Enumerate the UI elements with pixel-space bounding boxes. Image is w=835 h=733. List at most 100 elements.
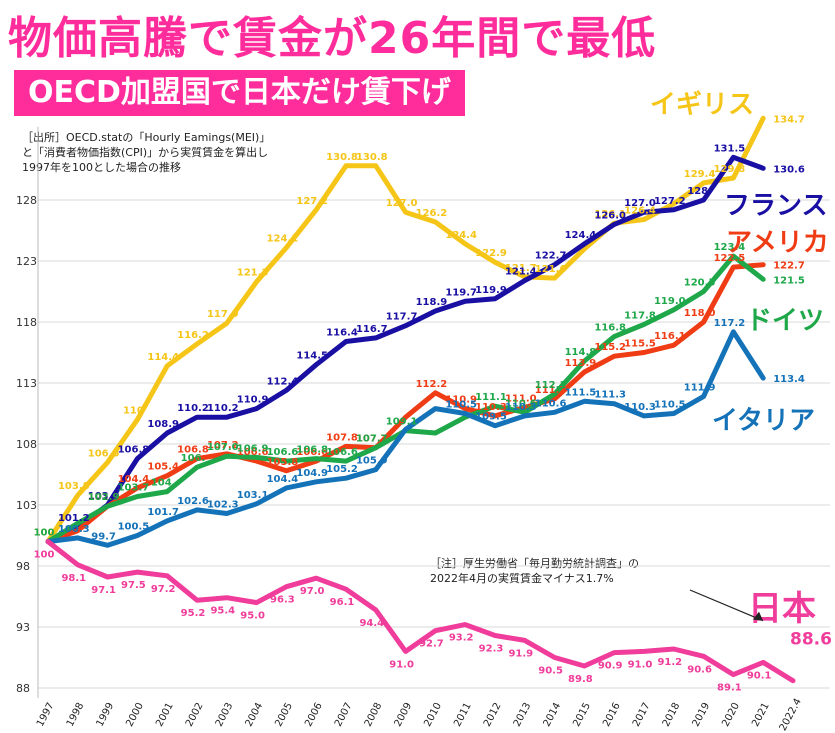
data-label: 134.7 <box>773 114 805 125</box>
data-label: 117.9 <box>207 309 239 320</box>
data-label: 112.2 <box>416 379 448 390</box>
data-label: 127.2 <box>654 196 686 207</box>
data-label: 120.5 <box>684 278 716 289</box>
data-label: 109.5 <box>475 412 507 423</box>
x-tick-label: 2002 <box>184 701 206 729</box>
data-label: 115.2 <box>594 342 626 353</box>
series-name-label: イタリア <box>712 406 815 436</box>
data-label: 121.4 <box>505 267 537 278</box>
data-label: 97.1 <box>91 585 116 596</box>
chart-title: 物価高騰で賃金が26年間で最低 <box>8 13 657 64</box>
data-label: 105.9 <box>356 456 388 467</box>
data-label: 104.9 <box>296 468 328 479</box>
x-tick-label: 2011 <box>452 701 474 729</box>
source-line: 1997年を100とした場合の推移 <box>22 161 181 174</box>
data-label: 92.7 <box>419 639 444 650</box>
source-line: ［出所］OECD.statの「Hourly Eamings(MEI)」 <box>22 131 271 144</box>
series-line-フランス <box>45 154 766 545</box>
data-label: 127.2 <box>296 196 328 207</box>
data-label: 90.1 <box>747 670 772 681</box>
data-label: 107.7 <box>356 434 388 445</box>
data-label: 97.0 <box>300 586 325 597</box>
series-name-label: アメリカ <box>726 228 829 258</box>
data-label: 114.5 <box>296 351 328 362</box>
x-tick-label: 2013 <box>512 701 534 729</box>
data-label: 95.0 <box>240 611 265 622</box>
data-label: 91.9 <box>508 648 533 659</box>
data-label: 123.4 <box>714 242 746 253</box>
data-label: 111.5 <box>565 387 597 398</box>
y-tick-label: 123 <box>16 255 37 268</box>
y-tick-label: 93 <box>16 621 30 634</box>
data-label: 111.0 <box>505 393 537 404</box>
x-tick-label: 2014 <box>542 701 564 729</box>
data-label: 91.0 <box>389 659 414 670</box>
data-label: 130.8 <box>356 152 388 163</box>
data-label: 90.5 <box>538 666 563 677</box>
series-line-イギリス <box>45 115 766 545</box>
data-label: 102.6 <box>177 496 209 507</box>
data-label: 106.6 <box>296 447 328 458</box>
data-label: 111.9 <box>684 382 716 393</box>
data-label: 88.6 <box>790 630 832 650</box>
data-label: 122.9 <box>475 248 507 259</box>
data-label: 110.6 <box>535 398 567 409</box>
data-label: 102.3 <box>207 500 239 511</box>
data-label: 122.7 <box>535 251 567 262</box>
data-label: 113.4 <box>773 374 805 385</box>
data-label: 129.4 <box>684 169 716 180</box>
data-label: 103.7 <box>118 482 150 493</box>
data-label: 102.9 <box>88 492 120 503</box>
x-tick-label: 2019 <box>691 701 713 729</box>
data-label: 106.6 <box>326 447 358 458</box>
data-label: 110.6 <box>505 398 537 409</box>
chart-subtitle: OECD加盟国で日本だけ賃下げ <box>14 70 465 116</box>
data-label: 107.7 <box>356 434 388 445</box>
data-label: 121.7 <box>505 263 537 274</box>
data-label: 110.9 <box>445 395 477 406</box>
data-label: 124.1 <box>267 234 299 245</box>
data-label: 93.2 <box>449 633 474 644</box>
series-line-日本 <box>45 539 796 684</box>
data-label: 113.9 <box>565 358 597 369</box>
data-label: 106.5 <box>88 448 120 459</box>
data-label: 101.7 <box>147 507 179 518</box>
data-label: 119.9 <box>475 285 507 296</box>
data-label: 117.7 <box>386 312 418 323</box>
data-label: 98.1 <box>61 573 86 584</box>
data-label: 107.2 <box>207 440 239 451</box>
x-tick-label: 2005 <box>273 701 295 729</box>
data-label: 89.8 <box>568 674 593 685</box>
data-label: 101.2 <box>58 513 90 524</box>
data-label: 105.8 <box>267 457 299 468</box>
data-label: 96.1 <box>330 597 355 608</box>
x-tick-label: 2010 <box>422 701 444 729</box>
data-label: 110 <box>123 406 144 417</box>
x-tick-label: 2006 <box>303 701 325 729</box>
data-label: 102.9 <box>88 492 120 503</box>
data-label: 116.1 <box>654 331 686 342</box>
data-label: 122.7 <box>773 261 805 272</box>
data-label: 116.8 <box>594 323 626 334</box>
data-label: 119.0 <box>654 296 686 307</box>
data-label: 114.8 <box>565 347 597 358</box>
data-label: 117.2 <box>714 318 746 329</box>
data-label: 124.4 <box>565 230 597 241</box>
data-label: 116.7 <box>356 324 388 335</box>
data-label: 110.3 <box>475 402 507 413</box>
data-label: 110.3 <box>505 402 537 413</box>
x-tick-label: 2007 <box>333 701 355 729</box>
x-tick-label: 1999 <box>95 701 117 729</box>
series-name-label: イギリス <box>650 90 754 120</box>
data-label: 131.5 <box>714 143 746 154</box>
x-tick-label: 1997 <box>35 701 57 729</box>
data-label: 106.6 <box>237 447 269 458</box>
data-label: 126.2 <box>416 208 448 219</box>
data-label: 104.4 <box>118 474 150 485</box>
data-label: 130.8 <box>326 152 358 163</box>
data-label: 126.0 <box>594 210 626 221</box>
data-label: 109.1 <box>386 417 418 428</box>
data-label: 104. <box>151 478 176 489</box>
x-tick-label: 2008 <box>363 701 385 729</box>
data-label: 127.0 <box>386 198 418 209</box>
